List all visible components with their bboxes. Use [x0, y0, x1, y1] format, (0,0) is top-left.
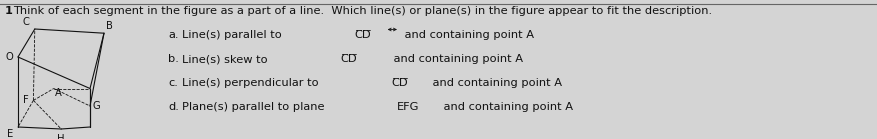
- Text: and containing point A: and containing point A: [429, 78, 562, 88]
- Text: EFG: EFG: [396, 102, 419, 112]
- Text: Plane(s) parallel to plane: Plane(s) parallel to plane: [182, 102, 328, 112]
- Text: c.: c.: [168, 78, 178, 88]
- Text: E: E: [7, 129, 13, 139]
- Text: O: O: [5, 52, 13, 62]
- Text: and containing point A: and containing point A: [439, 102, 572, 112]
- Text: and containing point A: and containing point A: [389, 54, 523, 64]
- Text: C̅D̅: C̅D̅: [353, 30, 370, 40]
- Text: G: G: [92, 101, 100, 111]
- Text: 1: 1: [5, 6, 13, 16]
- Text: F: F: [23, 95, 28, 105]
- Text: Line(s) skew to: Line(s) skew to: [182, 54, 271, 64]
- Text: C: C: [23, 17, 30, 27]
- Text: and containing point A: and containing point A: [401, 30, 533, 40]
- Text: a.: a.: [168, 30, 178, 40]
- Text: H: H: [57, 134, 65, 139]
- Text: A: A: [55, 87, 62, 97]
- Text: C̅D̅: C̅D̅: [339, 54, 356, 64]
- Text: Think of each segment in the figure as a part of a line.  Which line(s) or plane: Think of each segment in the figure as a…: [13, 6, 711, 16]
- Text: Line(s) parallel to: Line(s) parallel to: [182, 30, 285, 40]
- Text: d.: d.: [168, 102, 179, 112]
- Text: B: B: [106, 21, 113, 31]
- Text: b.: b.: [168, 54, 179, 64]
- Text: C̅D̅: C̅D̅: [390, 78, 407, 88]
- Text: Line(s) perpendicular to: Line(s) perpendicular to: [182, 78, 322, 88]
